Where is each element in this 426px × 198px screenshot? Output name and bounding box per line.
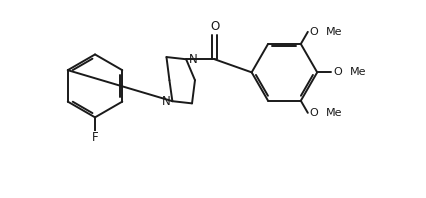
Text: Me: Me xyxy=(326,108,343,118)
Text: Me: Me xyxy=(350,67,366,77)
Text: N: N xyxy=(162,95,171,108)
Text: O: O xyxy=(310,27,318,37)
Text: O: O xyxy=(210,20,219,33)
Text: F: F xyxy=(92,131,98,144)
Text: Me: Me xyxy=(326,27,343,37)
Text: O: O xyxy=(333,67,342,77)
Text: N: N xyxy=(189,53,198,66)
Text: O: O xyxy=(310,108,318,118)
